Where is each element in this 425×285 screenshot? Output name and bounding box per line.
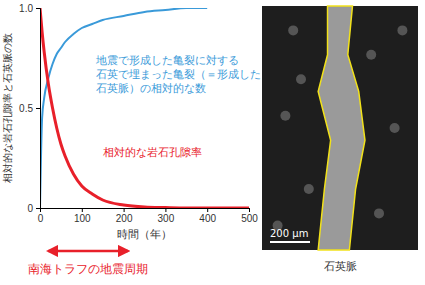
x-tick-label: 300	[158, 213, 175, 224]
y-tick-label: 0	[27, 203, 33, 214]
grain	[366, 50, 376, 60]
y-tick-label: 0.5	[19, 103, 33, 114]
y-tick-label: 1.0	[19, 3, 33, 14]
x-tick-label: 400	[199, 213, 216, 224]
y-tick: 0	[27, 203, 40, 214]
plot-area: 0 100 200 300 400 500 0 0.5 1.0	[19, 3, 258, 224]
series-line	[40, 8, 207, 208]
series-label: 地震で形成した亀裂に対する石英で埋まった亀裂（＝形成した石英脈）の相対的な数	[95, 54, 261, 94]
quartz-vein	[318, 6, 365, 250]
x-tick: 100	[74, 208, 91, 224]
x-tick-mark	[249, 208, 250, 212]
grain	[280, 111, 290, 121]
grain	[304, 184, 314, 194]
y-axis-title: 相対的な岩石孔隙率と石英脈の数	[2, 33, 13, 183]
micrograph-background	[262, 6, 418, 250]
series-label: 相対的な岩石孔隙率	[103, 146, 202, 158]
series-group	[40, 8, 249, 208]
x-tick-mark	[165, 208, 166, 212]
grain	[397, 25, 407, 35]
x-tick: 500	[241, 208, 258, 224]
scale-label: 200 μm	[270, 228, 308, 239]
x-tick-mark	[82, 208, 83, 212]
cycle-arrow	[48, 250, 127, 253]
x-tick: 200	[116, 208, 133, 224]
x-tick: 300	[158, 208, 175, 224]
micrograph-caption: 石英脈	[324, 260, 357, 273]
y-tick-mark	[36, 108, 40, 109]
x-tick-label: 0	[38, 213, 44, 224]
y-tick: 1.0	[19, 3, 40, 14]
x-tick-label: 500	[241, 213, 258, 224]
grain	[374, 208, 384, 218]
cycle-label: 南海トラフの地震周期	[28, 262, 148, 276]
series-line	[40, 8, 249, 208]
x-tick-label: 100	[74, 213, 91, 224]
y-tick-mark	[36, 8, 40, 9]
x-axis: 0 100 200 300 400 500	[38, 208, 259, 224]
y-tick-mark	[36, 208, 40, 209]
x-tick: 0	[38, 208, 44, 224]
x-tick-label: 200	[116, 213, 133, 224]
y-axis-line	[36, 9, 41, 209]
x-tick-mark	[124, 208, 125, 212]
chart: 0 100 200 300 400 500 0 0.5 1.0 時間（年） 相対的な岩石孔隙率と石英…	[0, 0, 425, 285]
grain	[390, 123, 400, 133]
grain	[296, 74, 306, 84]
x-tick: 400	[199, 208, 216, 224]
x-tick-mark	[207, 208, 208, 212]
y-axis: 0 0.5 1.0	[19, 3, 40, 214]
micrograph	[262, 6, 418, 250]
x-axis-title: 時間（年）	[117, 228, 172, 241]
x-axis-line	[41, 209, 250, 213]
y-tick: 0.5	[19, 103, 40, 114]
scale-bar	[270, 241, 310, 243]
grain	[288, 25, 298, 35]
